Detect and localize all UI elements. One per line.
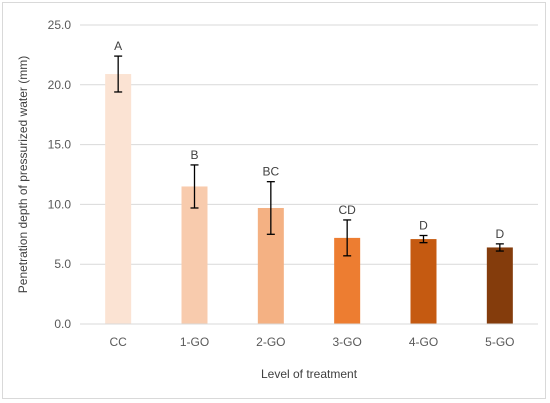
x-tick-label: CC: [109, 335, 127, 349]
bar: [105, 74, 132, 324]
gridlines: [80, 24, 538, 265]
significance-label: D: [419, 218, 428, 232]
y-tick-label: 20.0: [48, 78, 72, 92]
x-axis-title: Level of treatment: [261, 367, 358, 381]
bar-chart: 0.0 5.0 10.0 15.0 20.0 25.0 A B BC CD D D CC 1-GO 2-…: [16, 18, 538, 381]
x-tick-label: 5-GO: [485, 335, 514, 349]
x-tick-label: 2-GO: [256, 335, 285, 349]
y-tick-label: 10.0: [48, 197, 72, 211]
y-tick-label: 15.0: [48, 138, 72, 152]
data-labels: A B BC CD D D: [114, 39, 504, 241]
bar: [181, 186, 208, 324]
x-tick-label: 4-GO: [409, 335, 438, 349]
significance-label: BC: [262, 165, 279, 179]
y-tick-label: 25.0: [48, 18, 72, 32]
significance-label: B: [190, 148, 198, 162]
error-bars: [114, 55, 504, 257]
y-axis-title: Penetration depth of pressurized water (…: [16, 56, 30, 293]
x-tick-label: 1-GO: [180, 335, 209, 349]
x-tick-label: 3-GO: [332, 335, 361, 349]
chart-frame: 0.0 5.0 10.0 15.0 20.0 25.0 A B BC CD D D CC 1-GO 2-…: [2, 2, 546, 399]
significance-label: D: [495, 227, 504, 241]
y-tick-label: 0.0: [54, 317, 71, 331]
significance-label: CD: [338, 203, 356, 217]
bar: [410, 239, 437, 324]
x-axis-ticks: CC 1-GO 2-GO 3-GO 4-GO 5-GO: [109, 335, 514, 349]
y-tick-label: 5.0: [54, 257, 71, 271]
bar: [486, 247, 513, 324]
y-axis-ticks: 0.0 5.0 10.0 15.0 20.0 25.0: [48, 18, 72, 331]
bars: [105, 74, 513, 324]
significance-label: A: [114, 39, 122, 53]
